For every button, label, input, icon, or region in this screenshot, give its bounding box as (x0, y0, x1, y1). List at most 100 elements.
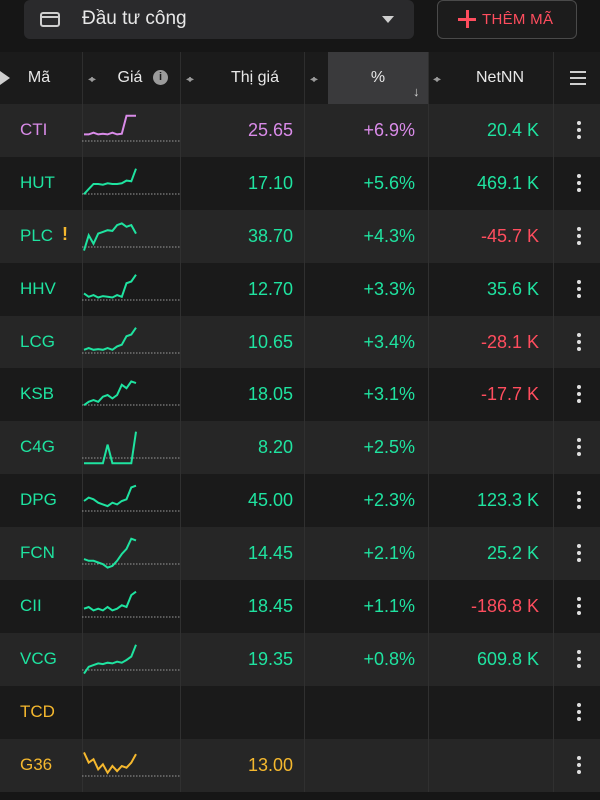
symbol-cell[interactable]: FCN (20, 543, 55, 563)
column-divider (553, 209, 554, 263)
sparkline (82, 590, 180, 618)
sort-down-icon[interactable]: ↓ (413, 84, 420, 99)
header-price[interactable]: Giá (117, 69, 143, 86)
symbol-cell[interactable]: VCG (20, 648, 57, 668)
column-menu-icon[interactable] (570, 71, 586, 85)
row-menu-icon[interactable] (574, 385, 584, 405)
symbol-cell[interactable]: TCD (20, 701, 55, 721)
caret-down-icon (382, 16, 394, 23)
symbol-cell[interactable]: LCG (20, 331, 55, 351)
watchlist-dropdown[interactable]: Đầu tư công (24, 0, 414, 39)
symbol-cell[interactable]: HHV (20, 278, 56, 298)
sparkline-series (83, 326, 137, 351)
warning-icon[interactable]: ! (62, 223, 68, 244)
symbol-cell[interactable]: C4G (20, 437, 55, 457)
sparkline-series (83, 484, 137, 508)
header-percent[interactable]: % (370, 69, 386, 86)
add-symbol-button[interactable]: THÊM MÃ (437, 0, 577, 39)
column-divider (180, 368, 181, 422)
column-divider (304, 738, 305, 792)
column-divider (82, 580, 83, 633)
sparkline (82, 168, 180, 195)
resize-icon[interactable]: ◂▸ (186, 74, 194, 85)
column-divider (428, 632, 429, 686)
column-divider (304, 474, 305, 528)
sparkline (82, 537, 180, 569)
table-row[interactable]: DPG 45.00 +2.3% 123.3 K (0, 474, 600, 528)
netnn-cell: 469.1 K (476, 172, 539, 193)
row-menu-icon[interactable] (574, 332, 584, 353)
table-row[interactable]: CTI 25.65 +6.9% 20.4 K (0, 104, 600, 157)
symbol-cell[interactable]: CII (20, 596, 42, 616)
table-row[interactable]: VCG 19.35 +0.8% 609.8 K (0, 632, 600, 686)
column-divider (82, 632, 83, 686)
column-divider (304, 156, 305, 210)
symbol-cell[interactable]: KSB (20, 384, 55, 404)
sparkline (82, 114, 180, 142)
row-menu-icon[interactable] (574, 173, 584, 194)
sparkline (82, 431, 180, 465)
header-symbol[interactable]: Mã (27, 69, 51, 86)
resize-icon[interactable]: ◂▸ (433, 74, 441, 85)
table-row[interactable]: KSB 18.05 +3.1% -17.7 K (0, 368, 600, 422)
table-row[interactable]: TCD (0, 685, 600, 739)
price-cell: 19.35 (247, 648, 293, 669)
row-menu-icon[interactable] (574, 491, 584, 511)
column-divider (82, 738, 83, 792)
percent-cell: +1.1% (363, 596, 415, 617)
row-menu-icon[interactable] (574, 121, 584, 141)
table-row[interactable]: FCN 14.45 +2.1% 25.2 K (0, 527, 600, 581)
netnn-cell: 123.3 K (476, 490, 539, 511)
row-menu-icon[interactable] (574, 544, 584, 564)
row-menu-icon[interactable] (574, 702, 584, 723)
resize-icon[interactable]: ◂▸ (310, 74, 318, 85)
row-menu-icon[interactable] (574, 226, 584, 247)
percent-cell: +3.4% (363, 331, 415, 352)
resize-icon[interactable]: ◂▸ (88, 74, 96, 85)
column-divider (180, 104, 181, 157)
column-divider (553, 738, 554, 792)
header-netnn[interactable]: NetNN (475, 69, 524, 86)
symbol-cell[interactable]: HUT (20, 172, 55, 192)
table-row[interactable]: HUT 17.10 +5.6% 469.1 K (0, 156, 600, 210)
column-divider (82, 209, 83, 263)
column-divider (82, 156, 83, 210)
column-divider (180, 156, 181, 210)
netnn-cell: -186.8 K (470, 596, 539, 617)
percent-cell: +4.3% (363, 225, 415, 246)
table-row[interactable]: HHV 12.70 +3.3% 35.6 K (0, 262, 600, 316)
sparkline-series (83, 273, 137, 299)
symbol-cell[interactable]: G36 (20, 754, 53, 774)
column-divider (82, 104, 83, 157)
row-menu-icon[interactable] (574, 597, 584, 617)
watchlist-label: Đầu tư công (82, 8, 187, 29)
row-menu-icon[interactable] (574, 649, 584, 670)
row-menu-icon[interactable] (574, 279, 584, 300)
column-divider (553, 685, 554, 739)
flag-icon[interactable] (0, 71, 10, 85)
table-row[interactable]: C4G 8.20 +2.5% (0, 421, 600, 475)
percent-cell: +5.6% (363, 172, 415, 193)
column-divider (304, 527, 305, 581)
table-row[interactable]: LCG 10.65 +3.4% -28.1 K (0, 315, 600, 369)
column-divider (428, 738, 429, 792)
table-row[interactable]: G36 13.00 (0, 738, 600, 792)
symbol-cell[interactable]: CTI (20, 120, 48, 139)
column-divider (82, 315, 83, 369)
price-cell: 14.45 (247, 543, 293, 564)
symbol-cell[interactable]: PLC (20, 225, 54, 245)
column-divider (428, 209, 429, 263)
row-menu-icon[interactable] (574, 755, 584, 776)
row-menu-icon[interactable] (574, 438, 584, 458)
column-divider (304, 52, 305, 104)
info-icon[interactable]: i (153, 70, 168, 85)
column-divider (428, 156, 429, 210)
sparkline-series (83, 590, 137, 612)
percent-cell: +3.1% (363, 384, 415, 405)
symbol-cell[interactable]: DPG (20, 490, 57, 510)
table-row[interactable]: CII 18.45 +1.1% -186.8 K (0, 580, 600, 633)
netnn-cell: 20.4 K (486, 120, 539, 140)
column-divider (180, 632, 181, 686)
header-market-price[interactable]: Thị giá (230, 69, 280, 86)
table-row[interactable]: PLC! 38.70 +4.3% -45.7 K (0, 209, 600, 263)
